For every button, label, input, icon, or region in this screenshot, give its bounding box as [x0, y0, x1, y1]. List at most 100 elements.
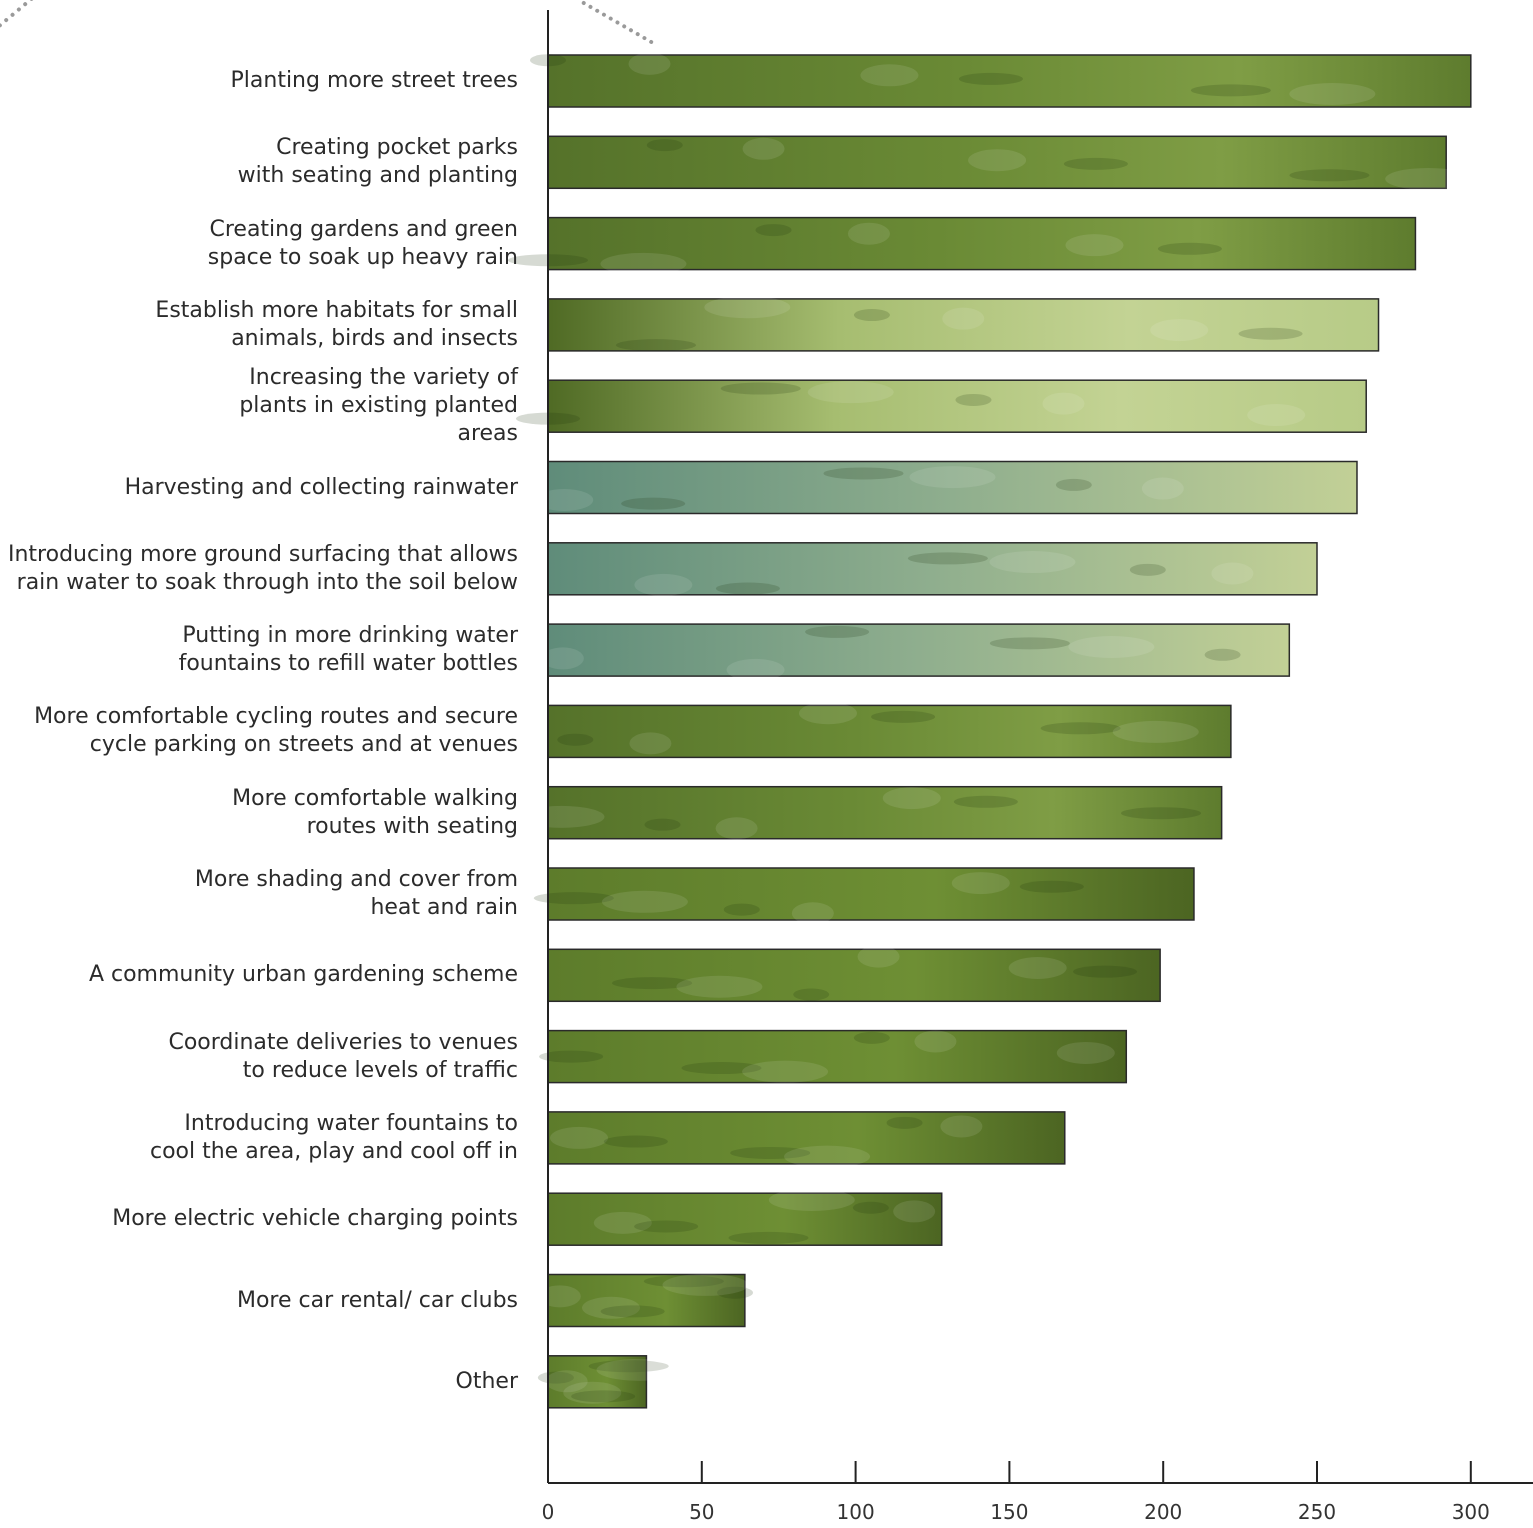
bar-texture	[545, 1370, 588, 1393]
category-label-line: animals, birds and insects	[231, 325, 518, 351]
bar-texture	[793, 988, 830, 1001]
bar-texture	[603, 1135, 668, 1148]
category-label-line: More comfortable cycling routes and secu…	[34, 704, 518, 730]
bar-8	[547, 623, 1291, 677]
bar-texture	[1289, 83, 1376, 105]
bar-texture	[720, 382, 801, 395]
bar-texture	[723, 903, 760, 916]
bar-texture	[538, 1285, 581, 1308]
category-label-line: areas	[457, 421, 518, 447]
category-label: More car rental/ car clubs	[0, 1287, 518, 1315]
category-label-line: plants in existing planted	[239, 393, 518, 419]
category-label-line: A community urban gardening scheme	[88, 962, 518, 988]
bar-11	[547, 867, 1195, 921]
bar-texture	[807, 381, 894, 404]
bar-texture	[601, 890, 688, 913]
bar-texture	[1204, 648, 1241, 661]
category-label: Increasing the variety of plants in exist…	[0, 364, 518, 448]
bar-texture	[600, 1305, 665, 1318]
x-tick-label: 100	[836, 1500, 875, 1524]
category-label-line: heat and rain	[370, 895, 518, 920]
bar-texture	[942, 307, 985, 330]
category-label: Establish more habitats for small animals…	[0, 297, 518, 353]
category-label-line: Planting more street trees	[230, 68, 518, 93]
bar-texture	[662, 1273, 749, 1296]
bar-texture	[1056, 1041, 1115, 1064]
bar-texture	[726, 658, 785, 681]
category-label-line: More comfortable walking	[232, 785, 518, 811]
category-label-line: Introducing water fountains to	[184, 1110, 518, 1136]
x-tick-label: 50	[689, 1500, 715, 1524]
category-label-line: Other	[455, 1368, 518, 1394]
bar-texture	[805, 625, 870, 638]
bar-texture	[563, 1381, 622, 1404]
bar-1	[547, 54, 1472, 108]
bar-texture	[541, 647, 584, 670]
category-label-line: More car rental/ car clubs	[236, 1287, 518, 1313]
category-label: Coordinate deliveries to venues to reduce…	[0, 1029, 518, 1085]
bar-texture	[629, 732, 672, 755]
bar-texture	[1068, 635, 1155, 658]
bar-texture	[1040, 722, 1121, 735]
bar-texture	[571, 1390, 636, 1403]
bar-texture	[1190, 84, 1271, 97]
bar-texture	[860, 64, 919, 87]
bar-texture	[798, 702, 857, 725]
bar-texture	[643, 1275, 724, 1288]
bar-15	[547, 1192, 943, 1246]
bar-10	[547, 785, 1223, 840]
bar-texture	[621, 497, 686, 510]
x-tick-label: 150	[990, 1500, 1029, 1524]
x-tick-label: 300	[1451, 1500, 1490, 1524]
category-label: Creating gardens and green space to soak …	[0, 216, 518, 272]
bar-texture	[882, 787, 941, 810]
bar-texture	[596, 1358, 683, 1381]
bar-texture	[914, 1030, 957, 1053]
bar-texture	[871, 710, 936, 723]
bar-texture	[1121, 807, 1202, 820]
bar-texture	[535, 488, 594, 511]
category-label-line: Increasing the variety of	[249, 365, 518, 391]
bar-texture	[715, 817, 758, 840]
bar-texture	[644, 818, 681, 831]
category-label: Creating pocket parks with seating and pl…	[0, 134, 518, 190]
bar-texture	[1042, 392, 1085, 415]
category-label-line: Coordinate deliveries to venues	[168, 1029, 518, 1055]
bar-texture	[1289, 169, 1370, 182]
category-label-line: Putting in more drinking water	[182, 623, 518, 649]
category-label: A community urban gardening scheme	[0, 961, 518, 989]
bar-texture	[909, 466, 996, 489]
bar-texture	[857, 945, 900, 968]
bar-texture	[628, 52, 671, 75]
bar-texture	[1055, 478, 1092, 491]
category-label-line: cool the area, play and cool off in	[149, 1138, 518, 1164]
bar-texture	[951, 872, 1010, 895]
bar-texture	[968, 149, 1027, 172]
bar-texture	[1129, 563, 1166, 576]
x-tick-label: 0	[541, 1500, 555, 1524]
bar-9	[547, 704, 1232, 759]
bar-12	[547, 948, 1161, 1003]
bar-texture	[537, 1371, 574, 1384]
category-label-line: to reduce levels of traffic	[242, 1057, 518, 1083]
bar-texture	[1063, 157, 1128, 170]
category-label: More comfortable cycling routes and secu…	[0, 703, 518, 759]
category-label-line: rain water to soak through into the soil…	[16, 569, 518, 595]
bar-6	[547, 460, 1358, 515]
bar-texture	[581, 1296, 640, 1319]
x-tick-label: 250	[1297, 1500, 1337, 1524]
bar-texture	[533, 892, 614, 905]
bar-texture	[1211, 562, 1254, 585]
bar-7	[547, 542, 1318, 596]
bar-texture	[704, 296, 791, 319]
bar-13	[547, 1029, 1128, 1084]
category-label-line: space to soak up heavy rain	[207, 244, 518, 270]
bar-texture	[886, 1116, 923, 1129]
bar-texture	[1019, 880, 1084, 893]
bar-texture	[742, 137, 785, 160]
bar-texture	[955, 393, 992, 406]
bar-texture	[989, 551, 1076, 574]
bar-texture	[958, 72, 1023, 85]
bar-texture	[646, 139, 683, 152]
